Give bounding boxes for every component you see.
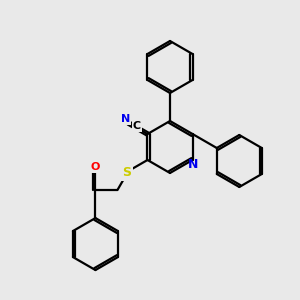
Text: N: N <box>188 158 199 172</box>
Text: O: O <box>91 162 100 172</box>
Text: C: C <box>133 121 141 131</box>
Text: S: S <box>122 167 131 179</box>
Text: N: N <box>121 114 130 124</box>
